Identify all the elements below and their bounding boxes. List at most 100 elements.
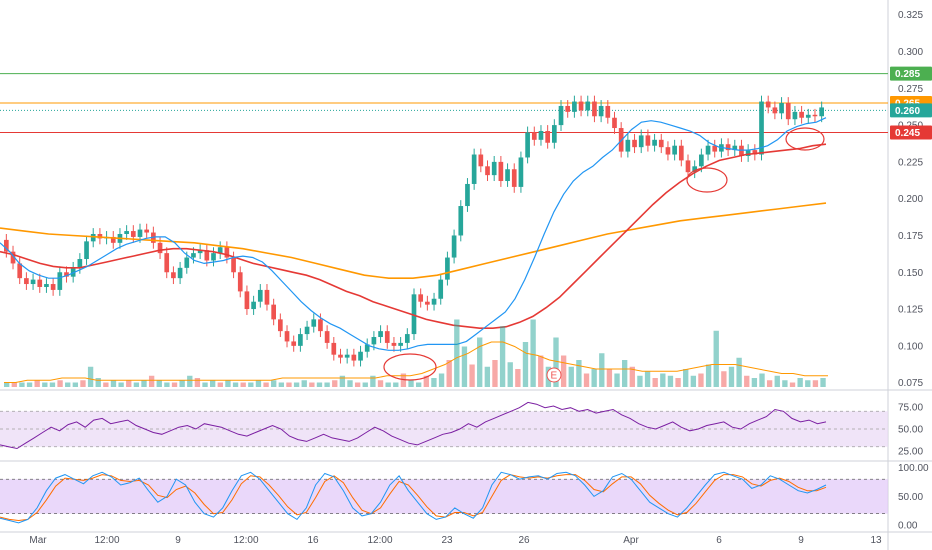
- candle-body: [431, 298, 437, 305]
- volume-bar: [332, 380, 338, 387]
- volume-bar: [293, 382, 300, 387]
- candle-body: [4, 239, 9, 252]
- volume-bar: [19, 382, 25, 387]
- level-badge: [890, 66, 932, 81]
- candle-body: [498, 161, 504, 182]
- volume-bar: [202, 382, 208, 387]
- price-tick-label: 0.300: [898, 47, 923, 58]
- volume-bar: [57, 380, 63, 387]
- candle-body: [204, 250, 210, 261]
- time-tick-label: 26: [518, 535, 530, 546]
- candle-body: [298, 334, 303, 346]
- candle-body: [184, 257, 190, 268]
- candle-body: [398, 342, 403, 346]
- candle-body: [90, 234, 96, 242]
- time-tick-label: 12:00: [367, 535, 392, 546]
- candle-body: [10, 251, 16, 264]
- rsi-tick-label: 50.00: [898, 425, 923, 436]
- time-axis[interactable]: Mar 12:00 9 12:00 16 12:00 23 26 Apr 6 9 13: [29, 535, 882, 546]
- candle-body: [391, 342, 397, 346]
- volume-bar: [225, 380, 231, 387]
- stochastic-tick-label: 50.00: [898, 492, 923, 503]
- price-tick-label: 0.325: [898, 10, 923, 21]
- volume-bar: [560, 355, 567, 387]
- volume-bar: [95, 378, 101, 387]
- candle-body: [785, 103, 791, 120]
- candle-body: [177, 267, 183, 279]
- volume-bar: [782, 380, 788, 387]
- volume-bar: [652, 378, 658, 387]
- volume-bar: [614, 373, 620, 387]
- candle-body: [318, 319, 323, 332]
- fast-moving-average-line: [0, 117, 827, 351]
- candle-body: [257, 289, 263, 302]
- volume-bar: [751, 378, 758, 387]
- volume-bar: [484, 366, 491, 387]
- volume-bar: [492, 360, 498, 387]
- candle-body: [284, 331, 290, 342]
- candle-body: [110, 236, 116, 243]
- candle-body: [351, 354, 357, 361]
- stochastic-pane[interactable]: 100.00 50.00 0.00: [0, 463, 929, 532]
- volume-bar: [644, 371, 651, 387]
- volume-bar: [629, 366, 635, 387]
- price-tick-label: 0.275: [898, 84, 923, 95]
- volume-bar: [26, 382, 33, 387]
- volume-bar: [507, 362, 513, 387]
- volume-bar: [667, 375, 674, 387]
- candle-body: [665, 147, 671, 155]
- price-pane[interactable]: [0, 73, 888, 367]
- candle-body: [819, 107, 824, 117]
- volume-bar: [278, 382, 285, 387]
- volume-bar: [576, 360, 582, 387]
- candle-body: [411, 294, 417, 335]
- candle-body: [231, 257, 236, 273]
- candle-body: [44, 284, 49, 287]
- volume-bar: [606, 369, 613, 387]
- candle-body: [572, 101, 577, 112]
- candle-body: [64, 272, 69, 277]
- time-tick-label: Apr: [623, 535, 639, 546]
- volume-bar: [301, 380, 307, 387]
- candle-body: [739, 145, 744, 156]
- candle-body: [505, 169, 510, 182]
- candle-body: [565, 105, 571, 112]
- volume-bar: [362, 382, 368, 387]
- candle-body: [525, 132, 530, 158]
- volume-bar: [568, 366, 574, 387]
- volume-bar: [103, 382, 109, 387]
- volume-bar: [744, 375, 750, 387]
- candle-body: [632, 139, 637, 148]
- annotation-ellipse: [686, 167, 728, 193]
- candle-body: [511, 169, 517, 187]
- candle-body: [358, 351, 363, 361]
- volume-bar: [339, 375, 346, 387]
- volume-bar: [271, 380, 277, 387]
- candle-body: [84, 241, 89, 260]
- volume-bar: [759, 373, 765, 387]
- candle-body: [552, 125, 557, 143]
- time-tick-label: 13: [870, 535, 882, 546]
- volume-bar: [553, 337, 559, 387]
- volume-bar: [690, 375, 697, 387]
- rsi-tick-label: 25.00: [898, 447, 923, 458]
- volume-bar: [164, 382, 170, 387]
- candle-body: [191, 253, 196, 258]
- candle-body: [578, 101, 584, 111]
- volume-bar: [454, 319, 460, 387]
- candle-body: [745, 150, 751, 156]
- candle-body: [384, 331, 390, 343]
- volume-bar: [324, 382, 330, 387]
- candle-body: [485, 166, 490, 176]
- price-axis[interactable]: 0.3250.3000.2750.2500.2250.2000.1750.150…: [890, 10, 932, 389]
- volume-bar: [248, 382, 254, 387]
- candle-body: [685, 160, 691, 173]
- rsi-pane[interactable]: 75.00 50.00 25.00: [0, 401, 923, 458]
- time-tick-label: 9: [175, 535, 181, 546]
- volume-bar: [805, 380, 811, 387]
- volume-bar: [240, 382, 246, 387]
- volume-bar: [705, 364, 712, 387]
- volume-bar: [736, 357, 742, 387]
